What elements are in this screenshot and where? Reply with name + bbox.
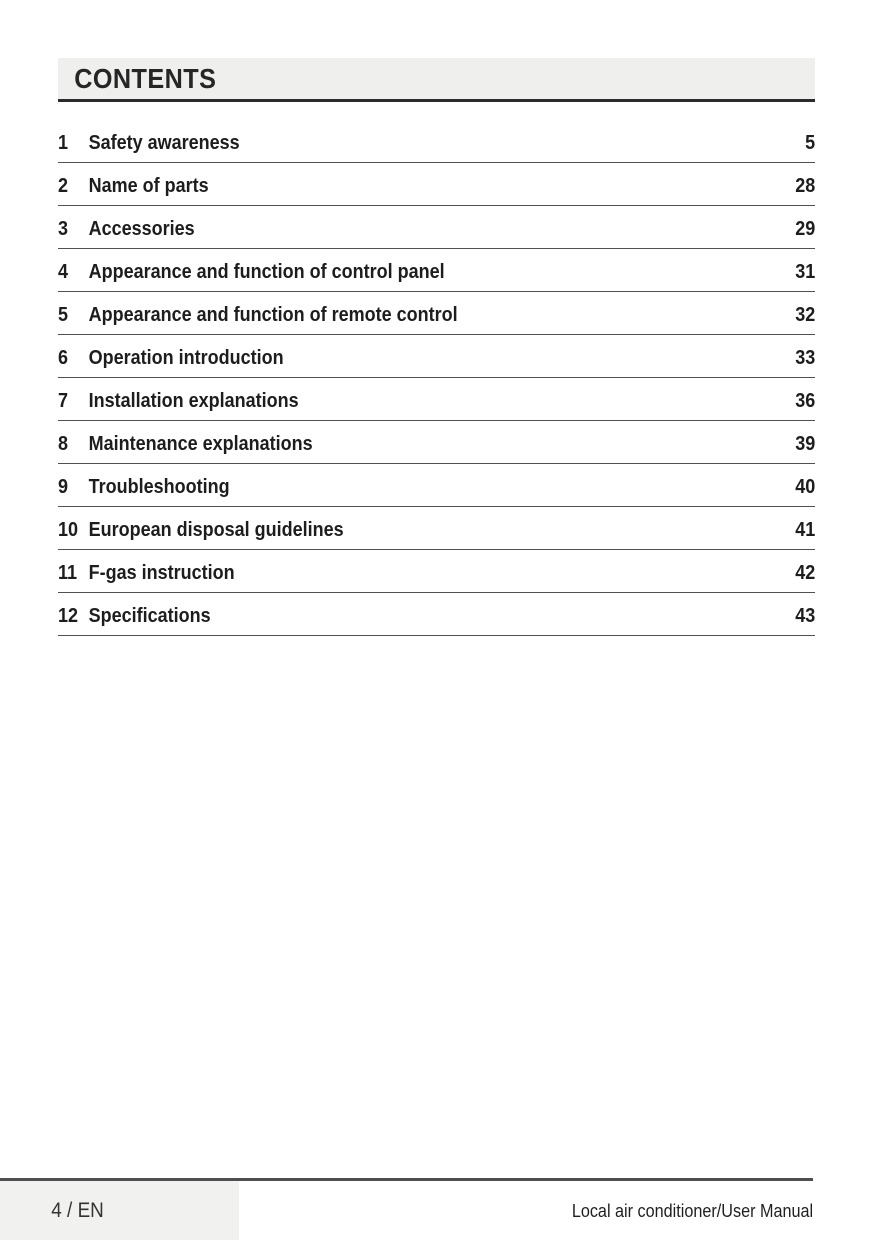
toc-entry-page: 36 xyxy=(794,390,815,412)
toc-entry-page: 31 xyxy=(794,261,815,283)
toc-entry-page: 32 xyxy=(794,304,815,326)
toc-entry-safety-awareness: 1 Safety awareness 5 xyxy=(58,120,815,163)
toc-entry-page: 5 xyxy=(804,132,815,154)
toc-entry-title: Operation introduction xyxy=(88,347,284,369)
toc-entry-operation-introduction: 6 Operation introduction 33 xyxy=(58,335,815,378)
footer-rule xyxy=(0,1178,813,1181)
toc-entry-number: 3 xyxy=(58,218,69,240)
toc-entry-page: 33 xyxy=(794,347,815,369)
toc-entry-specifications: 12 Specifications 43 xyxy=(58,593,815,636)
toc-entry-european-disposal-guidelines: 10 European disposal guidelines 41 xyxy=(58,507,815,550)
toc-entry-f-gas-instruction: 11 F-gas instruction 42 xyxy=(58,550,815,593)
toc-entry-title: Specifications xyxy=(88,605,211,627)
toc-entry-name-of-parts: 2 Name of parts 28 xyxy=(58,163,815,206)
page-title: CONTENTS xyxy=(74,62,217,94)
toc-entry-title: European disposal guidelines xyxy=(88,519,344,541)
footer-page-number: 4 / EN xyxy=(51,1198,104,1222)
footer-manual-title-text: Local air conditioner/User Manual xyxy=(571,1201,813,1221)
toc-entry-number: 6 xyxy=(58,347,69,369)
toc-entry-number: 10 xyxy=(58,519,79,541)
toc-entry-title: F-gas instruction xyxy=(88,562,235,584)
toc-entry-title: Troubleshooting xyxy=(88,476,230,498)
toc-entry-troubleshooting: 9 Troubleshooting 40 xyxy=(58,464,815,507)
footer-manual-title: Local air conditioner/User Manual xyxy=(545,1201,813,1222)
toc-entry-accessories: 3 Accessories 29 xyxy=(58,206,815,249)
toc-entry-title: Maintenance explanations xyxy=(88,433,313,455)
toc-entry-title: Appearance and function of remote contro… xyxy=(88,304,458,326)
toc-entry-remote-control: 5 Appearance and function of remote contr… xyxy=(58,292,815,335)
toc-entry-number: 4 xyxy=(58,261,69,283)
toc-entry-number: 12 xyxy=(58,605,79,627)
toc-entry-title: Name of parts xyxy=(88,175,209,197)
toc-entry-maintenance-explanations: 8 Maintenance explanations 39 xyxy=(58,421,815,464)
toc-entry-number: 8 xyxy=(58,433,69,455)
toc-entry-page: 43 xyxy=(794,605,815,627)
toc-entry-page: 41 xyxy=(794,519,815,541)
footer-page-block: 4 / EN xyxy=(0,1181,239,1240)
toc-entry-title: Safety awareness xyxy=(88,132,240,154)
toc-entry-installation-explanations: 7 Installation explanations 36 xyxy=(58,378,815,421)
toc-entry-page: 29 xyxy=(794,218,815,240)
toc-entry-number: 2 xyxy=(58,175,69,197)
toc-entry-number: 1 xyxy=(58,132,69,154)
toc-entry-page: 40 xyxy=(794,476,815,498)
toc-entry-number: 5 xyxy=(58,304,69,326)
toc-entry-title: Appearance and function of control panel xyxy=(88,261,445,283)
toc-entry-number: 11 xyxy=(58,562,78,584)
toc-entry-page: 42 xyxy=(794,562,815,584)
toc-entry-control-panel: 4 Appearance and function of control pane… xyxy=(58,249,815,292)
toc-entry-page: 39 xyxy=(794,433,815,455)
toc-entry-page: 28 xyxy=(794,175,815,197)
contents-header-bar: CONTENTS xyxy=(58,58,815,102)
toc-entry-number: 7 xyxy=(58,390,69,412)
toc-entry-title: Accessories xyxy=(88,218,195,240)
toc-entry-title: Installation explanations xyxy=(88,390,299,412)
toc-entry-number: 9 xyxy=(58,476,69,498)
